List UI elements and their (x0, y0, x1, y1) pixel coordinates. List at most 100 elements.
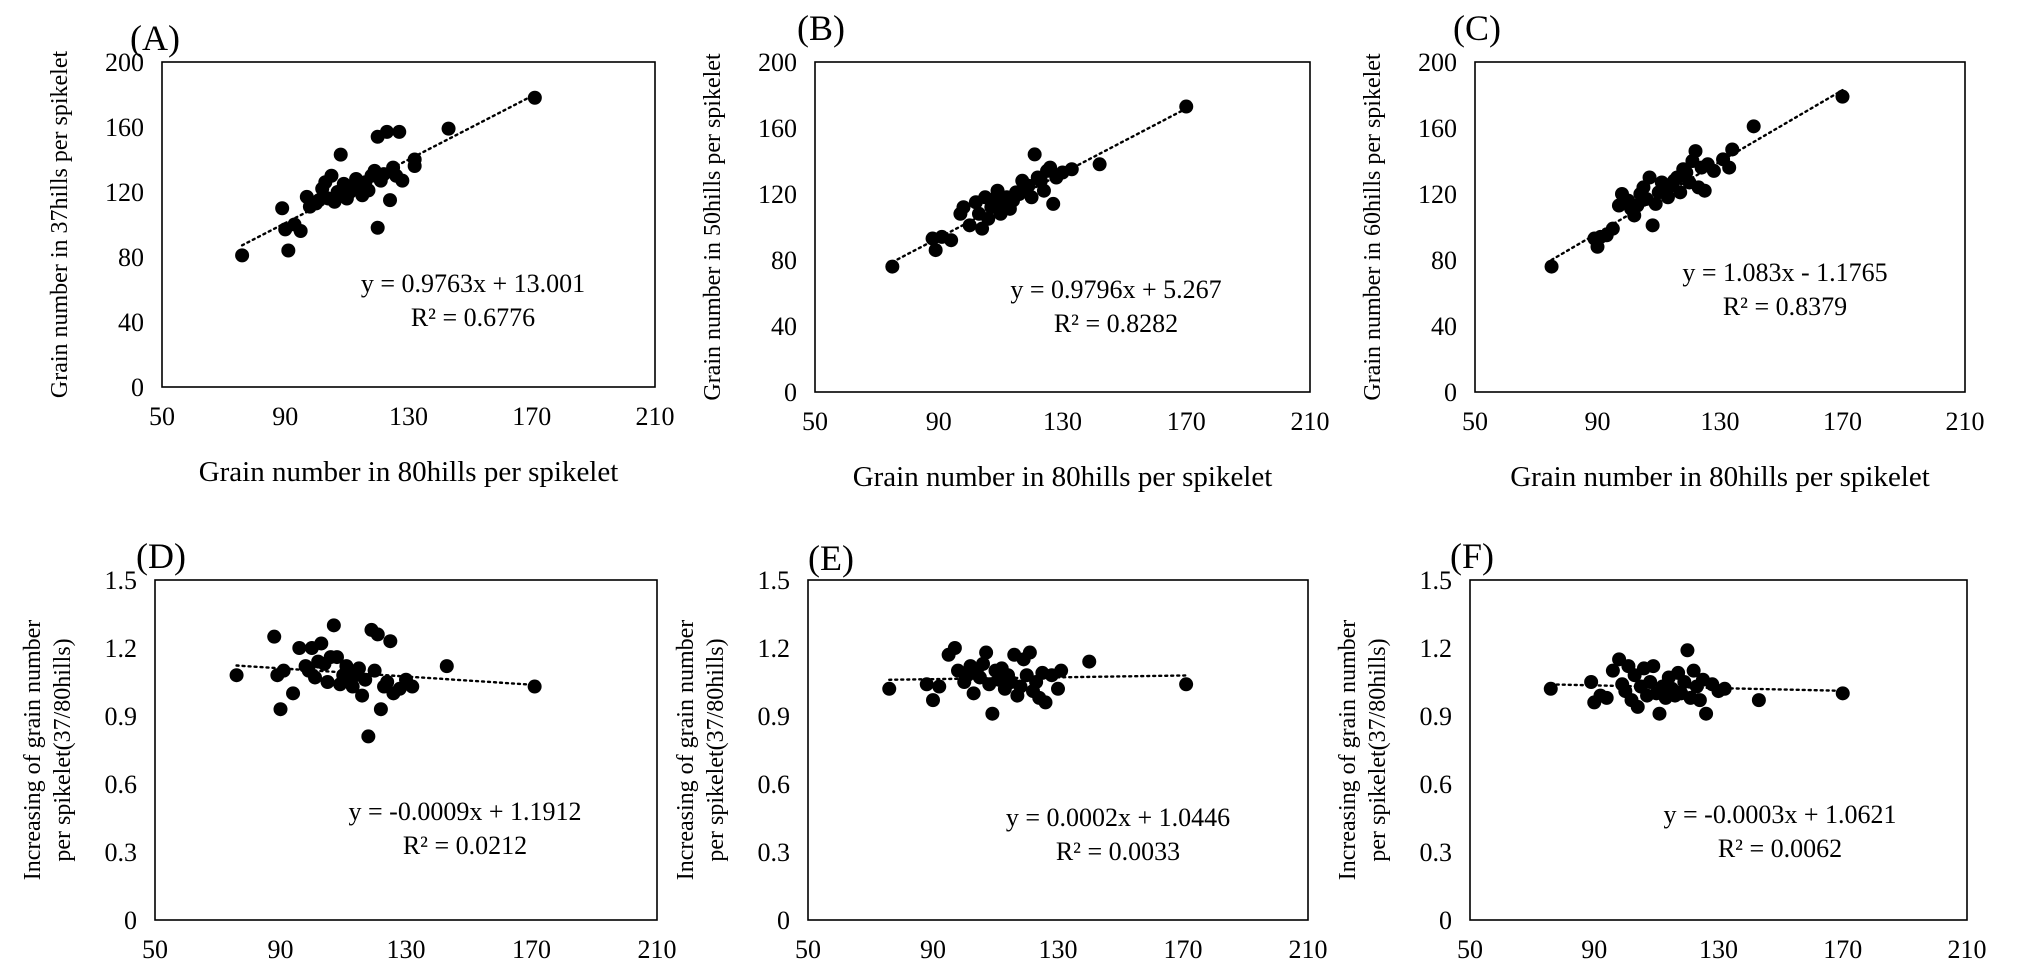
y-tick-label: 0.9 (1420, 702, 1453, 731)
data-point (1645, 218, 1660, 233)
data-point (1722, 160, 1737, 175)
y-tick-label: 0.3 (758, 838, 791, 867)
y-axis-title: Grain number in 60hills per spikelet (1360, 53, 1386, 401)
trendline-r-squared: R² = 0.6776 (411, 303, 535, 332)
data-point (1630, 699, 1645, 714)
data-point (1746, 119, 1761, 134)
trendline (888, 674, 1188, 681)
trendline-equation: y = -0.0009x + 1.1912 (349, 797, 582, 826)
y-tick-label: 80 (118, 243, 144, 272)
data-point (1544, 259, 1559, 274)
trendline-equation: y = 1.083x - 1.1765 (1682, 258, 1887, 287)
data-point (373, 702, 388, 717)
data-point (1706, 163, 1721, 178)
data-point (281, 243, 296, 258)
data-point (370, 627, 385, 642)
data-point (1051, 681, 1065, 696)
chart-panel-a: (A) 50 90 130 170 210 0 40 80 120 160 200 Grain numb… (47, 18, 675, 488)
y-tick-label: 80 (771, 246, 797, 275)
data-point (1648, 196, 1663, 211)
x-tick-label: 90 (272, 402, 298, 431)
x-tick-label: 130 (1699, 935, 1738, 961)
y-axis-title-line: per spikelet(37/80hills) (1365, 638, 1391, 861)
panel-label: (F) (1450, 536, 1494, 576)
data-point (326, 618, 341, 633)
y-tick-label: 0 (1444, 378, 1457, 407)
y-axis-title: Grain number in 37hills per spikelet (47, 51, 73, 399)
data-point (1013, 679, 1028, 694)
data-point (333, 147, 348, 162)
x-axis-title: Grain number in 80hills per spikelet (199, 456, 619, 488)
x-tick-label: 170 (1823, 407, 1862, 436)
data-point (379, 124, 394, 139)
data-point (314, 636, 329, 651)
data-point (324, 168, 339, 183)
y-tick-label: 160 (1418, 114, 1457, 143)
data-point (1046, 196, 1061, 211)
trendline-equation: y = 0.0002x + 1.0446 (1006, 803, 1230, 832)
x-tick-label: 210 (1946, 407, 1985, 436)
data-point (367, 663, 382, 678)
x-tick-label: 50 (142, 935, 168, 961)
y-axis-title-line: per spikelet(37/80hills) (50, 638, 76, 861)
y-tick-label: 0.9 (105, 702, 138, 731)
x-tick-label: 130 (1039, 935, 1078, 961)
data-point (339, 659, 354, 674)
plot-frame (814, 61, 1311, 393)
data-point (976, 656, 990, 671)
data-point (1835, 686, 1850, 701)
chart-panel-b: (B) 50 90 130 170 210 0 40 80 120 160 200 Grain numb… (700, 8, 1330, 493)
data-point (1725, 142, 1740, 157)
y-tick-label: 0.6 (1420, 770, 1453, 799)
data-point (1179, 677, 1194, 692)
data-point (926, 693, 940, 708)
plot-frame (154, 579, 658, 921)
data-point (361, 729, 376, 744)
data-point (985, 706, 1000, 721)
data-point (981, 211, 996, 226)
x-tick-label: 130 (389, 402, 428, 431)
trendline-r-squared: R² = 0.8379 (1723, 292, 1847, 321)
data-point (1027, 147, 1042, 162)
plot-frame (1469, 579, 1968, 921)
data-point (928, 243, 943, 258)
y-tick-label: 160 (758, 114, 797, 143)
data-point (441, 121, 456, 136)
data-point (1835, 89, 1850, 104)
data-point (956, 200, 971, 215)
data-point (392, 124, 407, 139)
y-axis-title: Grain number in 50hills per spikelet (700, 53, 726, 401)
y-tick-label: 0 (124, 906, 137, 935)
y-tick-label: 0 (777, 906, 790, 935)
trendline-equation: y = -0.0003x + 1.0621 (1664, 800, 1897, 829)
y-tick-label: 1.5 (1420, 566, 1453, 595)
data-point (1688, 144, 1703, 159)
chart-panel-c: (C) 50 90 130 170 210 0 40 80 120 160 200 Grain numb… (1360, 8, 1985, 493)
y-tick-label: 40 (118, 308, 144, 337)
trendline-r-squared: R² = 0.0033 (1056, 837, 1180, 866)
plot-frame (1474, 61, 1966, 393)
chart-panel-f: (F) 50 90 130 170 210 0 0.3 0.6 0.9 1.2 1.5 Increasi… (1335, 536, 1987, 961)
data-point (1652, 706, 1667, 721)
x-tick-label: 50 (1457, 935, 1483, 961)
y-axis-title-line: Increasing of grain number (673, 620, 699, 881)
data-point (320, 675, 335, 689)
data-point (308, 670, 323, 685)
y-tick-label: 80 (1431, 246, 1457, 275)
x-tick-label: 130 (1043, 407, 1082, 436)
trendline-r-squared: R² = 0.0062 (1718, 834, 1842, 863)
data-point (979, 645, 994, 660)
y-axis-title-line: Increasing of grain number (20, 620, 46, 881)
data-point (1692, 693, 1707, 708)
y-tick-label: 1.5 (105, 566, 138, 595)
y-tick-label: 40 (1431, 312, 1457, 341)
data-point (1605, 221, 1620, 236)
plot-frame (807, 579, 1309, 921)
data-point (919, 677, 934, 692)
data-point (1179, 99, 1194, 114)
chart-panel-e: (E) 50 90 130 170 210 0 0.3 0.6 0.9 1.2 1.5 Increasi… (673, 538, 1328, 961)
panel-label: (D) (136, 536, 186, 576)
data-point (1642, 170, 1657, 185)
data-point (1092, 157, 1107, 172)
data-point (439, 659, 454, 674)
